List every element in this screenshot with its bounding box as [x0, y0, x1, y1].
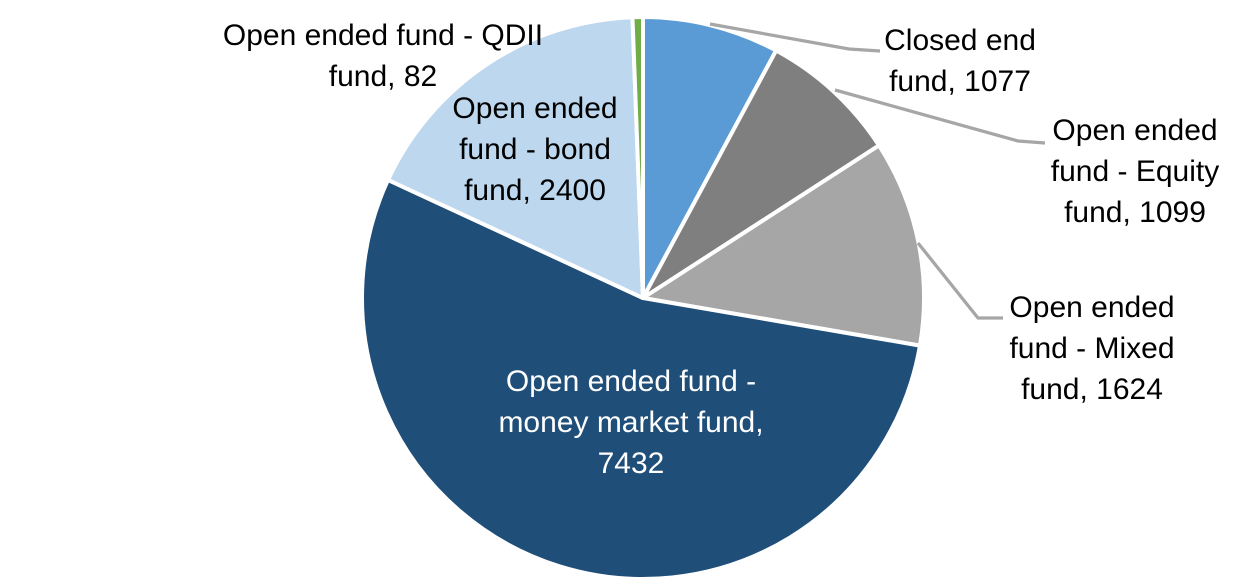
leader-line-equity-fund [834, 88, 1046, 145]
pie-slice-open-ended-fund-mixed-fund [641, 143, 926, 348]
data-label-money-market-fund: Open ended fund - money market fund, 743… [498, 365, 764, 480]
data-label-equity-fund: Open ended fund - Equity fund, 1099 [1050, 114, 1220, 229]
data-label-mixed-fund: Open ended fund - Mixed fund, 1624 [1009, 291, 1175, 406]
leader-line-mixed-fund [916, 241, 1003, 320]
data-label-bond-fund: Open ended fund - bond fund, 2400 [452, 92, 618, 207]
data-label-closed-end-fund: Closed end fund, 1077 [884, 24, 1036, 98]
pie-slices-group [360, 15, 926, 581]
leader-line-closed-end-fund [709, 22, 881, 53]
pie-slice-open-ended-fund-equity-fund [641, 48, 881, 300]
pie-slice-open-ended-fund-money-market-fund [360, 177, 922, 581]
leader-lines-group [709, 22, 1046, 320]
data-label-qdii-fund: Open ended fund - QDII fund, 82 [222, 19, 544, 93]
pie-slice-open-ended-fund-qdii-fund [630, 15, 645, 300]
pie-slice-open-ended-fund-bond-fund [386, 15, 645, 300]
